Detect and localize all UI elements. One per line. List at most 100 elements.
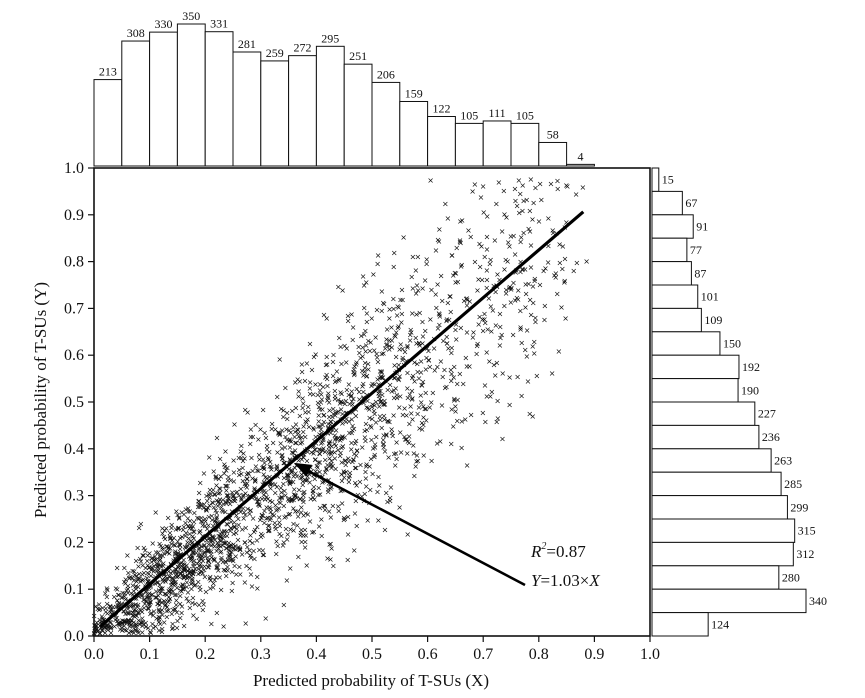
scatter-point: × — [444, 315, 451, 324]
scatter-point: × — [147, 598, 154, 607]
scatter-point: × — [322, 373, 329, 382]
scatter-point: × — [199, 521, 206, 530]
scatter-point: × — [472, 257, 479, 266]
scatter-point: × — [237, 545, 244, 554]
scatter-point: × — [343, 396, 350, 405]
scatter-point: × — [186, 564, 193, 573]
scatter-point: × — [224, 563, 231, 572]
scatter-point: × — [238, 441, 245, 450]
scatter-point: × — [95, 626, 102, 635]
scatter-point: × — [157, 560, 164, 569]
scatter-point: × — [99, 614, 106, 623]
scatter-point: × — [439, 372, 446, 381]
scatter-point: × — [130, 586, 137, 595]
scatter-point: × — [188, 556, 195, 565]
scatter-point: × — [332, 386, 339, 395]
top-hist-bar — [427, 116, 456, 167]
scatter-point: × — [315, 399, 322, 408]
scatter-point: × — [162, 572, 169, 581]
scatter-point: × — [292, 491, 299, 500]
scatter-point: × — [180, 572, 187, 581]
scatter-point: × — [298, 537, 305, 546]
scatter-point: × — [541, 301, 548, 310]
scatter-point: × — [317, 490, 324, 499]
scatter-point: × — [369, 414, 376, 423]
scatter-point: × — [254, 523, 261, 532]
scatter-point: × — [387, 497, 394, 506]
scatter-point: × — [374, 306, 381, 315]
scatter-point: × — [295, 387, 302, 396]
scatter-point: × — [265, 527, 272, 536]
scatter-point: × — [478, 193, 485, 202]
scatter-point: × — [517, 238, 524, 247]
scatter-point: × — [343, 408, 350, 417]
scatter-point: × — [389, 336, 396, 345]
scatter-point: × — [201, 562, 208, 571]
scatter-point: × — [294, 375, 301, 384]
top-hist-bar — [482, 120, 512, 167]
scatter-point: × — [279, 444, 286, 453]
scatter-point: × — [169, 536, 176, 545]
scatter-point: × — [310, 390, 317, 399]
scatter-point: × — [274, 542, 281, 551]
scatter-point: × — [287, 564, 294, 573]
scatter-point: × — [342, 417, 349, 426]
scatter-point: × — [523, 195, 530, 204]
scatter-point: × — [139, 570, 146, 579]
scatter-point: × — [277, 522, 284, 531]
scatter-point: × — [156, 586, 163, 595]
scatter-point: × — [179, 580, 186, 589]
scatter-point: × — [244, 505, 251, 514]
scatter-point: × — [225, 497, 232, 506]
scatter-point: × — [299, 473, 306, 482]
scatter-point: × — [216, 536, 223, 545]
scatter-point: × — [186, 552, 193, 561]
scatter-point: × — [271, 511, 278, 520]
scatter-point: × — [101, 623, 108, 632]
right-hist-bar — [651, 331, 721, 356]
scatter-point: × — [380, 443, 387, 452]
scatter-point: × — [411, 358, 418, 367]
scatter-point: × — [302, 525, 309, 534]
scatter-point: × — [348, 429, 355, 438]
scatter-point: × — [156, 626, 163, 635]
scatter-point: × — [301, 487, 308, 496]
scatter-point: × — [328, 544, 335, 553]
scatter-point: × — [516, 209, 523, 218]
scatter-point: × — [523, 290, 530, 299]
scatter-point: × — [92, 602, 99, 611]
scatter-point: × — [171, 605, 178, 614]
scatter-point: × — [332, 377, 339, 386]
scatter-point: × — [133, 607, 140, 616]
scatter-point: × — [321, 501, 328, 510]
scatter-point: × — [230, 492, 237, 501]
scatter-point: × — [180, 584, 187, 593]
scatter-point: × — [325, 487, 332, 496]
scatter-point: × — [223, 544, 230, 553]
scatter-point: × — [286, 496, 293, 505]
scatter-point: × — [383, 341, 390, 350]
scatter-point: × — [291, 453, 298, 462]
scatter-point: × — [108, 606, 115, 615]
scatter-point: × — [332, 411, 339, 420]
scatter-point: × — [145, 623, 152, 632]
scatter-point: × — [343, 358, 350, 367]
scatter-point: × — [323, 361, 330, 370]
scatter-point: × — [486, 357, 493, 366]
scatter-point: × — [125, 569, 132, 578]
scatter-point: × — [236, 466, 243, 475]
scatter-point: × — [166, 549, 173, 558]
scatter-point: × — [289, 406, 296, 415]
scatter-point: × — [353, 385, 360, 394]
scatter-point: × — [307, 390, 314, 399]
scatter-point: × — [260, 405, 267, 414]
scatter-point: × — [305, 407, 312, 416]
scatter-point: × — [163, 574, 170, 583]
scatter-point: × — [287, 428, 294, 437]
scatter-point: × — [125, 608, 132, 617]
scatter-point: × — [369, 402, 376, 411]
scatter-point: × — [436, 237, 443, 246]
scatter-point: × — [226, 550, 233, 559]
scatter-point: × — [290, 519, 297, 528]
scatter-point: × — [288, 466, 295, 475]
